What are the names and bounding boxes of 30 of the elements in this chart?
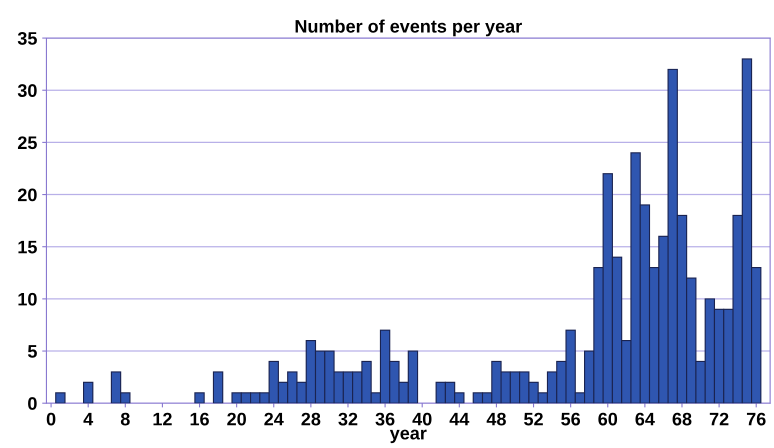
y-tick-label: 5 [28,345,37,358]
x-axis-title: year [390,430,427,444]
x-tick-label: 52 [524,412,543,426]
y-tick-label: 20 [18,188,37,202]
x-tick-label: 44 [450,412,470,426]
x-tick-label: 36 [375,412,394,426]
x-tick-label: 12 [154,412,172,426]
x-tick-label: 76 [746,412,766,426]
x-tick-label: 20 [227,412,246,426]
x-tick-label: 64 [635,412,655,426]
x-tick-label: 0 [46,412,56,426]
x-tick-label: 72 [710,412,728,426]
y-tick-label: 15 [18,240,37,254]
x-tick-label: 4 [83,412,94,426]
x-tick-label: 56 [561,412,580,426]
y-tick-label: 25 [18,136,37,150]
y-tick-label: 10 [18,292,37,306]
y-tick-label: 35 [18,32,37,45]
x-tick-label: 8 [120,412,130,426]
x-tick-label: 40 [412,412,432,426]
x-tick-label: 48 [486,412,506,426]
x-tick-label: 68 [672,412,692,426]
x-tick-label: 16 [190,412,209,426]
x-tick-label: 60 [598,412,618,426]
y-tick-label: 30 [18,84,37,97]
x-tick-label: 32 [338,412,358,426]
y-tick-label: 0 [28,397,37,410]
x-tick-label: 24 [264,412,284,426]
chart-title: Number of events per year [296,19,522,36]
x-tick-label: 28 [301,412,320,426]
